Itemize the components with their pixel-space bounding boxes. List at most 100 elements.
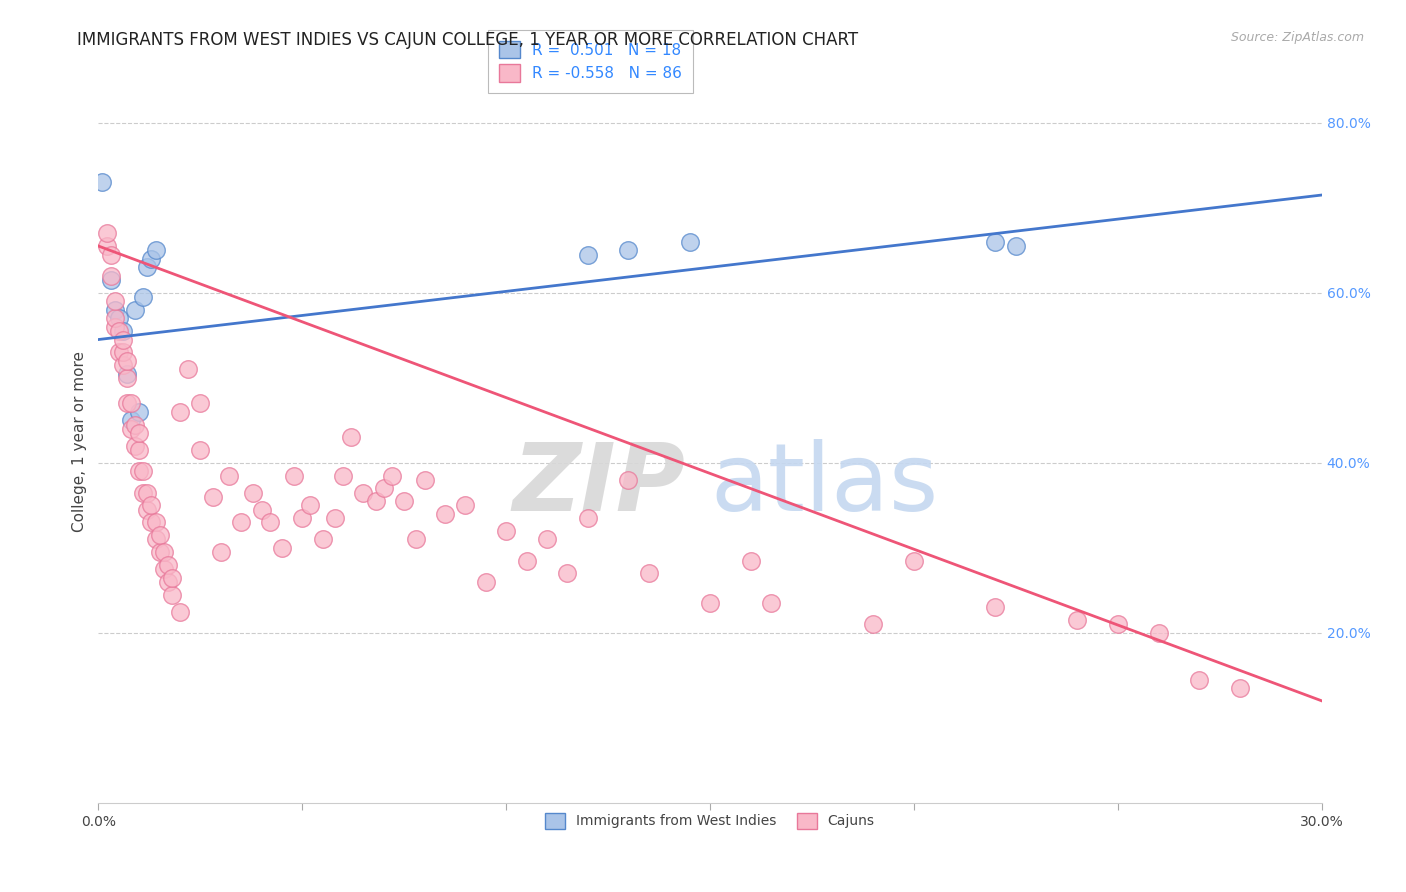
Point (124, 302, 146, 317)
Point (576, 511, 599, 525)
Point (177, 362, 200, 376)
Point (1229, 681, 1251, 695)
Legend: Immigrants from West Indies, Cajuns: Immigrants from West Indies, Cajuns (538, 805, 882, 836)
Point (115, 353, 138, 368)
Point (156, 558, 179, 572)
Point (209, 545, 232, 559)
Point (312, 533, 335, 547)
Point (128, 464, 150, 478)
Point (141, 252, 163, 266)
Point (984, 600, 1007, 615)
Text: Source: ZipAtlas.com: Source: ZipAtlas.com (1230, 31, 1364, 45)
Text: ZIP: ZIP (513, 439, 686, 531)
Point (145, 516, 167, 530)
Point (136, 502, 159, 516)
Point (115, 367, 138, 381)
Point (104, 302, 127, 317)
Point (323, 511, 346, 525)
Point (128, 405, 150, 419)
Point (111, 345, 134, 359)
Point (104, 319, 127, 334)
Point (145, 244, 167, 258)
Point (1004, 239, 1026, 253)
Point (111, 333, 134, 347)
Point (201, 490, 224, 504)
Point (291, 511, 314, 525)
Point (1107, 617, 1129, 632)
Point (104, 311, 127, 326)
Point (100, 247, 122, 261)
Point (413, 473, 436, 487)
Point (740, 553, 762, 567)
Point (104, 294, 127, 309)
Point (100, 268, 122, 283)
Point (862, 617, 884, 632)
Text: atlas: atlas (710, 439, 938, 531)
Point (108, 324, 131, 338)
Point (128, 425, 150, 440)
Point (152, 545, 174, 559)
Point (188, 443, 212, 458)
Point (120, 413, 142, 427)
Point (617, 244, 640, 258)
Point (156, 574, 179, 589)
Point (115, 371, 138, 385)
Point (576, 247, 599, 261)
Point (169, 405, 191, 419)
Point (124, 417, 146, 432)
Point (340, 430, 363, 444)
Point (136, 260, 159, 275)
Point (1147, 625, 1170, 640)
Point (160, 588, 183, 602)
Point (218, 468, 240, 483)
Point (283, 468, 305, 483)
Point (984, 235, 1007, 249)
Point (536, 533, 558, 547)
Point (108, 345, 131, 359)
Point (495, 524, 517, 538)
Point (761, 596, 783, 610)
Point (516, 553, 538, 567)
Point (699, 596, 721, 610)
Point (188, 396, 212, 410)
Point (555, 566, 579, 581)
Point (373, 481, 395, 495)
Point (145, 533, 167, 547)
Point (149, 545, 172, 559)
Point (299, 498, 322, 512)
Point (120, 422, 142, 436)
Point (132, 464, 155, 478)
Point (242, 485, 264, 500)
Point (1066, 613, 1088, 627)
Point (434, 507, 457, 521)
Point (111, 358, 134, 372)
Point (903, 553, 925, 567)
Point (1188, 673, 1211, 687)
Point (352, 485, 374, 500)
Point (136, 485, 159, 500)
Point (250, 502, 273, 516)
Point (637, 566, 661, 581)
Point (115, 396, 138, 410)
Text: IMMIGRANTS FROM WEST INDIES VS CAJUN COLLEGE, 1 YEAR OR MORE CORRELATION CHART: IMMIGRANTS FROM WEST INDIES VS CAJUN COL… (77, 31, 859, 49)
Point (160, 570, 183, 584)
Point (96, 239, 118, 253)
Point (111, 324, 134, 338)
Point (91, 175, 114, 189)
Point (128, 443, 150, 458)
Point (108, 311, 131, 326)
Y-axis label: College, 1 year or more: College, 1 year or more (72, 351, 87, 532)
Point (259, 516, 281, 530)
Point (149, 528, 172, 542)
Point (141, 516, 163, 530)
Point (454, 498, 477, 512)
Point (332, 468, 354, 483)
Point (132, 485, 155, 500)
Point (100, 273, 122, 287)
Point (124, 439, 146, 453)
Point (152, 562, 174, 576)
Point (617, 473, 640, 487)
Point (132, 290, 155, 304)
Point (120, 396, 142, 410)
Point (679, 235, 702, 249)
